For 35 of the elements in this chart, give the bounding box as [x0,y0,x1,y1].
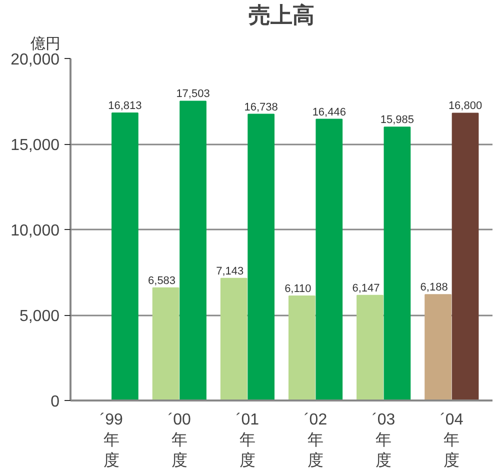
x-tick-label: ´01年度 [236,412,260,470]
x-tick-label: ´04年度 [440,412,464,470]
y-tick-label: 15,000 [10,137,60,154]
y-tick-label: 0 [50,394,60,410]
data-label: 16,738 [244,101,278,114]
x-tick-label: ´00年度 [168,412,192,470]
bar [220,278,248,400]
data-label: 15,985 [380,114,414,126]
data-label: 6,110 [284,283,312,296]
data-label: 7,143 [216,265,244,278]
bar [248,114,275,400]
bar [384,126,411,400]
y-tick-label: 20,000 [10,52,60,68]
data-label: 16,446 [312,106,346,118]
data-label: 6,583 [148,274,176,287]
bar [288,296,316,400]
bar [424,294,452,400]
data-label: 17,503 [176,88,210,100]
x-tick-label: ´02年度 [304,412,328,470]
data-label: 16,800 [448,100,482,112]
bar [356,294,384,400]
bar [112,112,138,400]
data-label: 6,147 [352,282,380,294]
data-label: 6,188 [420,282,448,294]
bar [452,112,479,400]
x-tick-label: ´99年度 [100,412,124,470]
bar [316,118,343,400]
y-tick-label: 5,000 [19,308,60,325]
data-label: 16,813 [108,100,142,112]
x-tick-label: ´03年度 [372,412,396,470]
y-tick-label: 10,000 [10,222,60,240]
bar [152,287,180,400]
y-axis-title: 億円 [30,36,60,52]
bar [180,100,206,400]
chart-title: 売上高 [248,2,314,28]
